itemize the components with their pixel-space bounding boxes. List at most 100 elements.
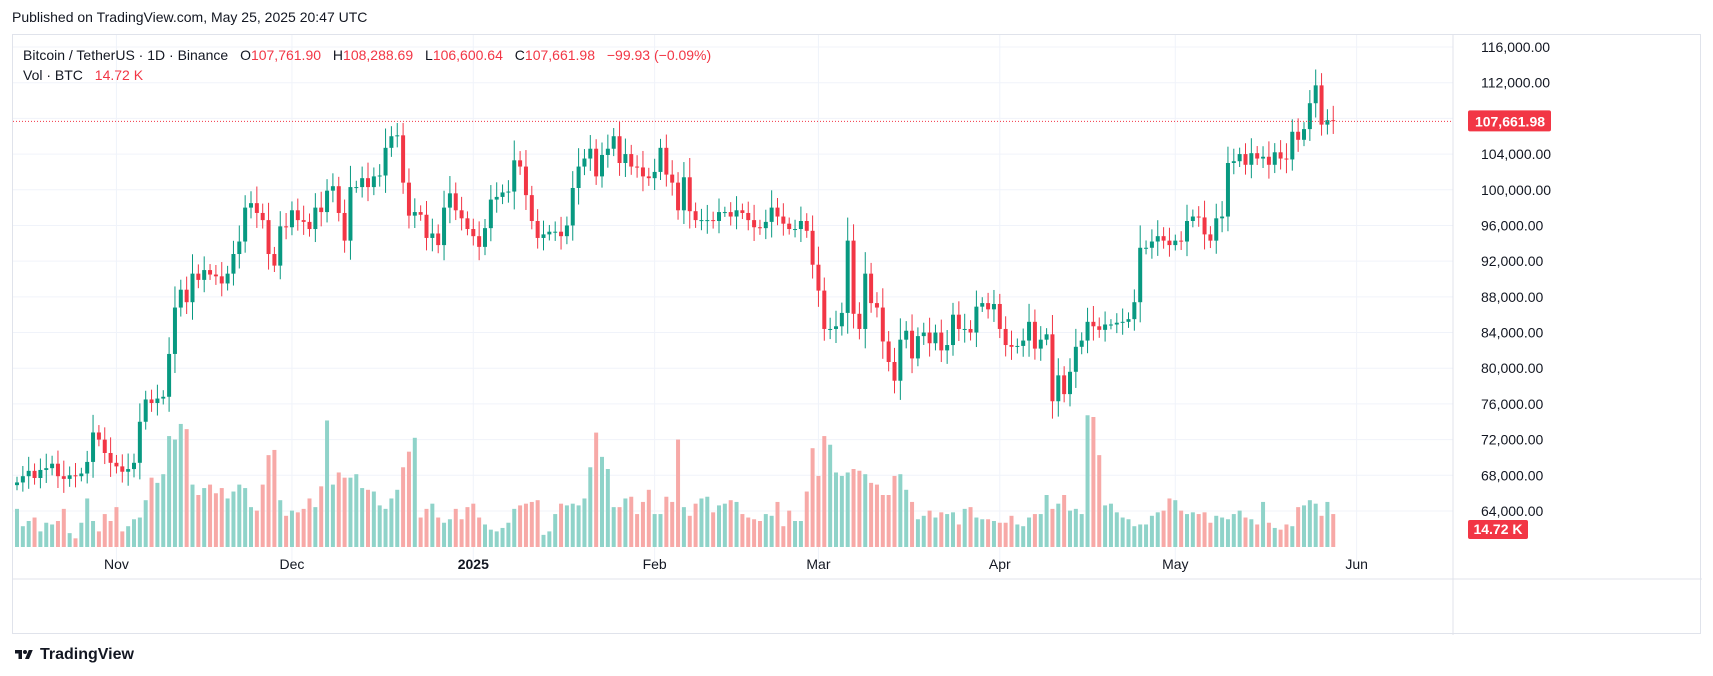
legend-volume-label[interactable]: Vol · BTC — [23, 67, 83, 83]
candle-body — [237, 241, 242, 255]
candle — [588, 135, 593, 171]
candle-body — [968, 328, 973, 333]
volume-bar — [1097, 455, 1102, 547]
volume-bar — [149, 477, 154, 547]
candle — [1015, 338, 1020, 354]
volume-bar — [1208, 522, 1213, 547]
volume-bar — [676, 439, 681, 547]
candle — [132, 453, 136, 478]
tradingview-brand[interactable]: TradingView — [12, 646, 134, 664]
last-price-badge: 107,661.98 — [1468, 110, 1551, 132]
candle — [1003, 316, 1008, 357]
candle — [301, 205, 306, 235]
volume-bar — [529, 501, 534, 547]
candle — [991, 289, 996, 322]
candle — [120, 454, 125, 483]
candle — [863, 252, 868, 349]
candle-body — [377, 175, 382, 177]
volume-bar — [38, 531, 43, 547]
volume-bar — [839, 475, 844, 547]
legend-symbol[interactable]: Bitcoin / TetherUS · 1D · Binance — [23, 47, 229, 63]
volume-bar — [15, 508, 19, 547]
volume-bar — [1044, 495, 1049, 547]
candle — [810, 215, 815, 279]
candle — [1120, 308, 1125, 335]
candle — [1302, 122, 1306, 147]
legend-volume-value: 14.72 K — [94, 67, 144, 83]
candle-body — [869, 273, 874, 304]
candle-body — [1062, 375, 1067, 395]
volume-bar — [1179, 510, 1184, 547]
candle — [921, 322, 926, 345]
candle-body — [664, 147, 669, 175]
chart-frame[interactable]: 64,000.00 68,000.00 72,000.00 76,000.00 80,0… — [12, 34, 1702, 635]
volume-bar — [711, 512, 716, 547]
candle-body — [453, 193, 458, 211]
candle-body — [722, 212, 727, 214]
candle-body — [96, 432, 101, 440]
candle — [196, 264, 201, 289]
candle-body — [161, 396, 166, 399]
price-tick-label: 84,000.00 — [1481, 325, 1543, 341]
candle-body — [1225, 163, 1230, 217]
volume-bar — [793, 521, 798, 547]
candle — [699, 208, 704, 231]
legend-high-label: H — [332, 47, 344, 63]
volume-bar — [1302, 505, 1306, 547]
candle — [1085, 307, 1090, 354]
candle-body — [330, 186, 335, 191]
candle-body — [1319, 85, 1324, 125]
candle — [38, 458, 43, 489]
time-tick-label: Nov — [104, 556, 129, 572]
candle-body — [676, 182, 681, 211]
candle — [1266, 141, 1271, 179]
volume-bar — [974, 517, 979, 547]
candle-body — [1138, 247, 1143, 303]
price-tick-label: 68,000.00 — [1481, 467, 1543, 483]
candle-body — [1126, 319, 1131, 322]
candle-body — [301, 220, 306, 222]
candle-body — [991, 303, 996, 310]
candle — [447, 176, 452, 224]
volume-bar — [1331, 514, 1336, 547]
candle — [26, 456, 31, 489]
candle-body — [1032, 321, 1037, 349]
volume-bar — [102, 514, 107, 547]
volume-bar — [816, 475, 821, 547]
candle-body — [371, 176, 376, 188]
candle-body — [477, 236, 482, 247]
price-tick-label: 88,000.00 — [1481, 289, 1543, 305]
volume-bar — [494, 531, 499, 547]
volume-bar — [623, 498, 628, 547]
candle — [1032, 309, 1037, 360]
price-tick-label: 80,000.00 — [1481, 360, 1543, 376]
candle-body — [424, 214, 429, 238]
candle — [1249, 138, 1254, 179]
legend-close-value: 107,661.98 — [524, 47, 595, 63]
candle-body — [763, 221, 768, 229]
candle — [576, 148, 581, 205]
tradingview-brand-label: TradingView — [40, 646, 134, 663]
candle-body — [518, 160, 523, 167]
candle-body — [1091, 321, 1096, 327]
volume-bar — [313, 507, 318, 547]
candle-body — [904, 330, 909, 340]
candle — [295, 198, 300, 231]
volume-bar — [1021, 526, 1026, 547]
candle-body — [1266, 156, 1271, 165]
volume-bar — [828, 444, 833, 547]
volume-bar — [301, 508, 306, 547]
volume-bar — [904, 489, 909, 547]
candle-body — [243, 207, 248, 242]
candle — [933, 324, 938, 351]
candle-body — [839, 312, 844, 327]
candle-body — [459, 210, 464, 219]
candle-body — [1261, 156, 1266, 159]
volume-bar — [477, 517, 482, 547]
candle-body — [1085, 321, 1090, 341]
candlestick-chart[interactable]: 64,000.00 68,000.00 72,000.00 76,000.00 80,0… — [13, 35, 1702, 635]
volume-bar — [512, 508, 517, 547]
candle — [289, 201, 294, 236]
candle — [1027, 303, 1032, 357]
volume-bar — [834, 472, 838, 547]
